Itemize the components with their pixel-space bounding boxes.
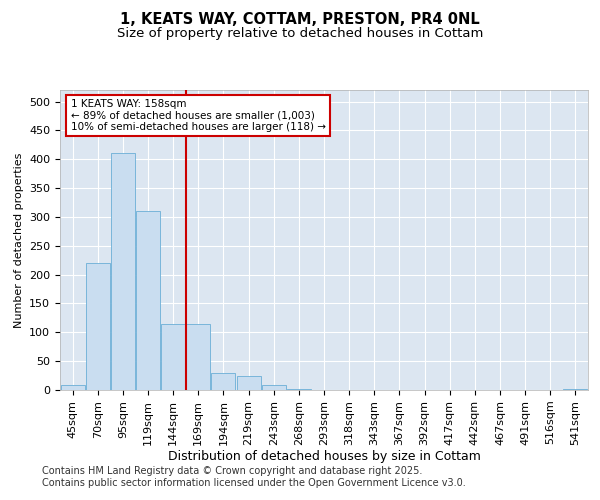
Bar: [161, 324, 185, 390]
Bar: [563, 389, 587, 390]
Bar: [187, 324, 210, 390]
Y-axis label: Number of detached properties: Number of detached properties: [14, 152, 23, 328]
Bar: [136, 211, 160, 390]
Bar: [86, 263, 110, 390]
Text: 1, KEATS WAY, COTTAM, PRESTON, PR4 0NL: 1, KEATS WAY, COTTAM, PRESTON, PR4 0NL: [120, 12, 480, 28]
Bar: [61, 386, 85, 390]
Text: Contains HM Land Registry data © Crown copyright and database right 2025.
Contai: Contains HM Land Registry data © Crown c…: [42, 466, 466, 487]
Text: Size of property relative to detached houses in Cottam: Size of property relative to detached ho…: [117, 28, 483, 40]
Text: 1 KEATS WAY: 158sqm
← 89% of detached houses are smaller (1,003)
10% of semi-det: 1 KEATS WAY: 158sqm ← 89% of detached ho…: [71, 99, 326, 132]
Bar: [111, 154, 135, 390]
Bar: [287, 389, 311, 390]
Bar: [236, 376, 260, 390]
X-axis label: Distribution of detached houses by size in Cottam: Distribution of detached houses by size …: [167, 450, 481, 464]
Bar: [211, 372, 235, 390]
Bar: [262, 386, 286, 390]
